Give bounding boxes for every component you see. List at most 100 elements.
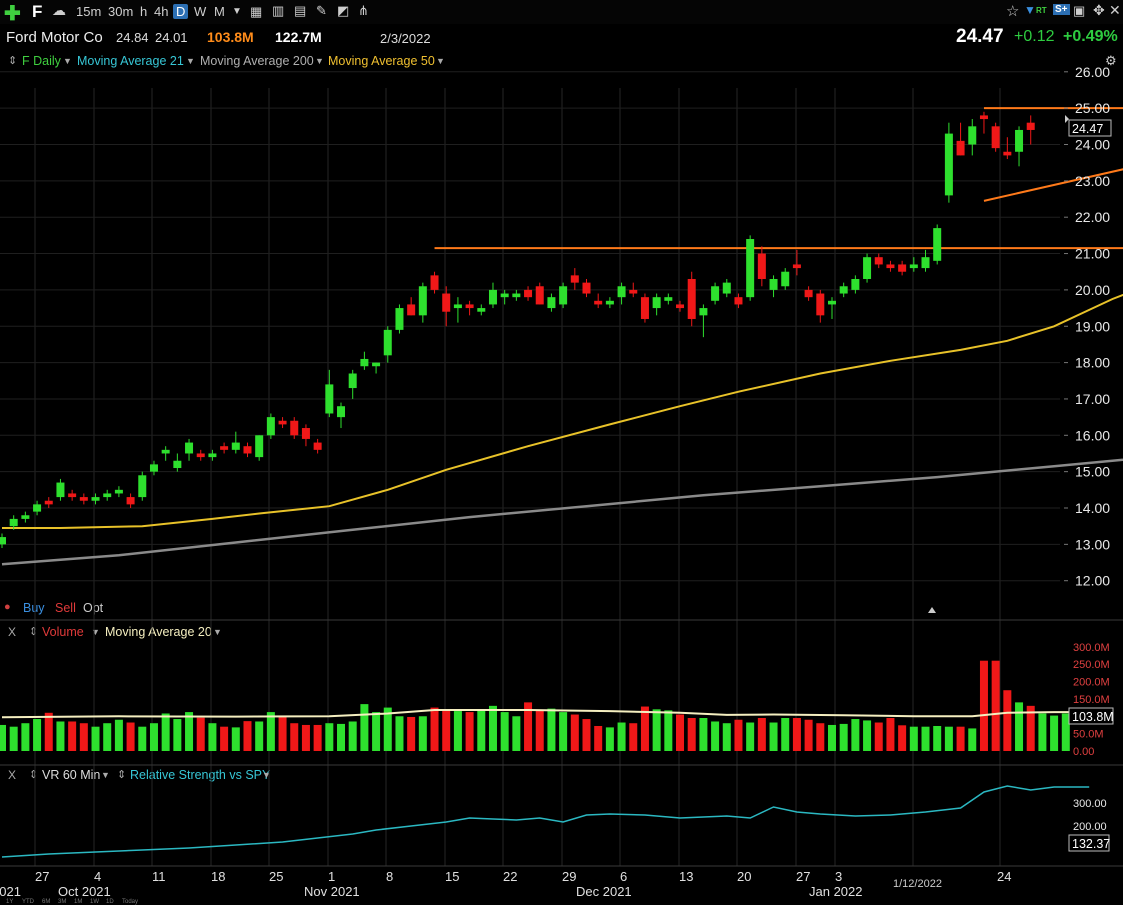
volume-bar[interactable] [21,723,30,751]
volume-bar[interactable] [488,705,497,751]
candle[interactable] [278,417,287,429]
share-icon[interactable]: ⋔ [358,3,369,18]
candle[interactable] [535,282,544,305]
volume-bar[interactable] [991,660,1000,751]
volume-bar[interactable] [617,722,626,751]
volume-bar[interactable] [173,719,182,751]
chevron-down-icon[interactable]: ▼ [436,56,445,66]
volume-bar[interactable] [255,721,264,751]
candle[interactable] [629,282,638,298]
volume-bar[interactable] [863,720,872,751]
interval-m[interactable]: M [214,4,225,19]
candle[interactable] [687,271,696,327]
volume-bar[interactable] [640,706,649,751]
volume-bar[interactable] [711,721,720,751]
candle[interactable] [407,297,416,316]
candle[interactable] [991,122,1000,152]
volume-bar[interactable] [874,722,883,751]
panel-resize-icon[interactable]: ⇕ [117,769,127,781]
volume-bar[interactable] [652,709,661,751]
candle[interactable] [594,293,603,309]
volume-bar[interactable] [383,707,392,751]
range-button[interactable]: Today [122,899,138,905]
volume-bar[interactable] [629,723,638,751]
volume-bar[interactable] [360,704,369,751]
close-icon[interactable]: ✕ [1109,2,1121,18]
candle[interactable] [827,297,836,319]
candle[interactable] [453,297,462,323]
legend-volume[interactable]: Volume [42,625,84,639]
candle[interactable] [570,268,579,290]
candle[interactable] [266,413,275,439]
candle[interactable] [337,402,346,429]
bars-icon[interactable]: ▥ [272,3,285,18]
candle[interactable] [9,515,18,530]
legend-ma50[interactable]: Moving Average 50 [328,54,435,68]
range-button[interactable]: 1Y [6,899,13,905]
legend-ma21[interactable]: Moving Average 21 [77,54,184,68]
candle[interactable] [617,282,626,305]
candle[interactable] [979,111,988,134]
candle[interactable] [91,493,100,505]
legend-vr60[interactable]: VR 60 Min [42,768,101,782]
volume-bar[interactable] [114,719,123,751]
volume-bar[interactable] [559,712,568,751]
candle[interactable] [909,257,918,272]
candle[interactable] [360,351,369,370]
candle[interactable] [33,500,42,516]
interval-w[interactable]: W [194,4,207,19]
volume-bar[interactable] [886,718,895,751]
candle[interactable] [325,369,334,418]
volume-bar[interactable] [56,721,65,751]
favorite-star-icon[interactable]: ☆ [1006,3,1020,20]
volume-bar[interactable] [231,727,240,751]
candle[interactable] [313,438,322,454]
volume-bar[interactable] [407,716,416,751]
candle[interactable] [711,282,720,305]
volume-bar[interactable] [968,728,977,751]
volume-bar[interactable] [535,710,544,751]
candle[interactable] [0,533,6,548]
volume-bar[interactable] [301,724,310,751]
candle[interactable] [863,253,872,283]
candle[interactable] [781,268,790,290]
volume-bar[interactable] [851,719,860,751]
candle[interactable] [804,286,813,301]
volume-bar[interactable] [278,716,287,751]
buy-button[interactable]: Buy [23,601,45,615]
volume-bar[interactable] [33,719,42,751]
volume-bar[interactable] [582,719,591,751]
candle[interactable] [792,249,801,276]
candle[interactable] [290,417,299,439]
volume-bar[interactable] [746,722,755,751]
scroll-marker-icon[interactable] [928,607,936,613]
volume-bar[interactable] [898,725,907,751]
volume-bar[interactable] [594,725,603,751]
candle[interactable] [488,282,497,309]
volume-bar[interactable] [676,714,685,751]
volume-bar[interactable] [453,711,462,751]
volume-bar[interactable] [500,712,509,751]
candle[interactable] [640,293,649,323]
candle[interactable] [512,289,521,301]
candle[interactable] [898,260,907,276]
candle[interactable] [676,300,685,312]
chevron-down-icon[interactable]: ▼ [101,770,110,780]
range-button[interactable]: 6M [42,899,50,905]
close-panel-icon[interactable]: X [8,768,17,782]
candle[interactable] [734,293,743,309]
candle[interactable] [383,326,392,363]
candle[interactable] [757,246,766,287]
candle[interactable] [255,435,264,461]
candle[interactable] [1026,115,1035,145]
volume-bar[interactable] [325,723,334,751]
volume-bar[interactable] [126,722,135,751]
candle[interactable] [722,278,731,298]
candle[interactable] [21,511,30,523]
draw-icon[interactable]: ✎ [316,3,327,18]
volume-bar[interactable] [757,718,766,751]
chevron-down-icon[interactable]: ▼ [186,56,195,66]
legend-volume-ma20[interactable]: Moving Average 20 [105,625,212,639]
volume-bar[interactable] [44,712,53,751]
volume-bar[interactable] [792,718,801,751]
